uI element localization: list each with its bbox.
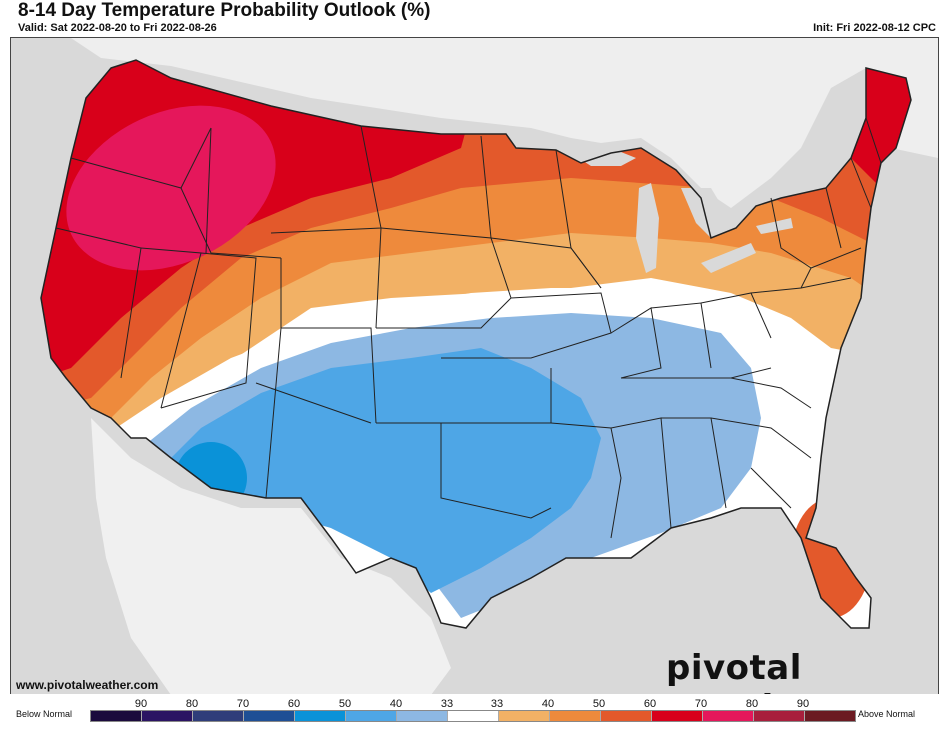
legend-tick: 50 [592,698,606,710]
legend-tick: 70 [694,698,708,710]
color-legend: 90 80 70 60 50 40 33 33 40 50 60 70 80 9… [0,694,950,733]
map-title: 8-14 Day Temperature Probability Outlook… [18,0,431,21]
legend-tick: 80 [185,698,199,710]
legend-tick: 40 [541,698,555,710]
legend-tick: 50 [338,698,352,710]
site-url: www.pivotalweather.com [16,678,159,692]
lake-huron [681,188,726,238]
legend-tick: 40 [389,698,403,710]
legend-swatch [142,711,193,721]
legend-swatch [601,711,652,721]
legend-swatch [244,711,295,721]
legend-swatch [295,711,346,721]
legend-color-bar [90,710,856,722]
legend-tick: 80 [745,698,759,710]
legend-tick: 70 [236,698,250,710]
legend-swatch [550,711,601,721]
legend-tick: 60 [287,698,301,710]
legend-swatch [397,711,448,721]
legend-swatch [754,711,805,721]
init-time: Init: Fri 2022-08-12 CPC [813,22,936,34]
legend-swatch [703,711,754,721]
valid-period: Valid: Sat 2022-08-20 to Fri 2022-08-26 [18,22,217,34]
outlook-map [10,37,939,696]
canada-land [71,38,938,208]
state-boundaries [40,59,912,629]
map-svg [11,38,938,695]
legend-swatch [448,711,499,721]
lake-ontario [756,218,793,234]
legend-swatch [805,711,855,721]
legend-swatch [499,711,550,721]
legend-tick: 33 [490,698,504,710]
lake-michigan [636,183,659,273]
above-normal-label: Above Normal [858,709,916,719]
legend-swatch [652,711,703,721]
lake-erie [701,243,756,273]
above-70-area [66,105,276,271]
below-40-area [161,348,601,593]
legend-tick: 90 [796,698,810,710]
legend-swatch [91,711,142,721]
mexico-land [91,418,451,695]
legend-tick: 60 [643,698,657,710]
below-normal-label: Below Normal [16,709,73,719]
legend-tick: 90 [134,698,148,710]
legend-swatch [193,711,244,721]
legend-swatch [346,711,397,721]
legend-tick-labels: 90 80 70 60 50 40 33 33 40 50 60 70 80 9… [0,698,950,710]
legend-tick: 33 [440,698,454,710]
